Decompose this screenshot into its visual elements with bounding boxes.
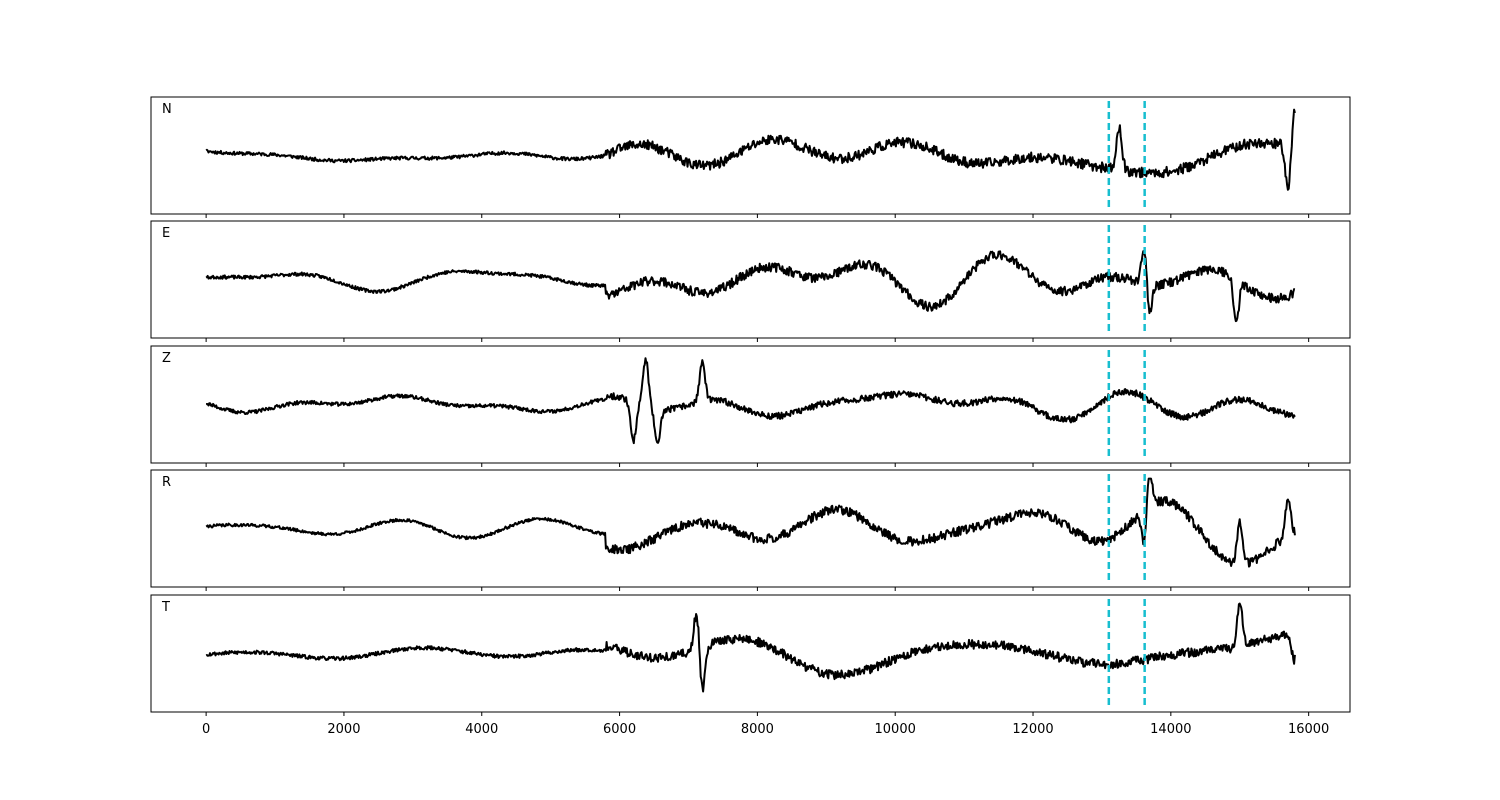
x-tick-label: 14000: [1150, 722, 1191, 737]
panel-label: R: [162, 475, 171, 490]
panel-t: T: [150, 594, 1351, 716]
panel-label: E: [162, 226, 170, 241]
panel-r: R: [150, 469, 1351, 591]
trace-r: [205, 477, 1296, 568]
trace-n: [205, 108, 1296, 191]
panel-frame: [150, 469, 1351, 588]
x-tick-label: 2000: [327, 722, 360, 737]
x-tick-label: 12000: [1012, 722, 1053, 737]
panel-label: Z: [162, 351, 171, 366]
x-tick-label: 16000: [1288, 722, 1329, 737]
panel-label: T: [161, 600, 170, 615]
panel-label: N: [162, 102, 172, 117]
panel-frame: [150, 594, 1351, 713]
panel-frame: [150, 220, 1351, 339]
panel-frame: [150, 96, 1351, 215]
x-tick-label: 4000: [465, 722, 498, 737]
x-tick-label: 8000: [741, 722, 774, 737]
x-axis: 0 2000 4000 6000 8000 10000 12000 14000 16000: [202, 722, 1329, 737]
panel-e: E: [150, 220, 1351, 342]
x-tick-label: 6000: [603, 722, 636, 737]
panel-n: N: [150, 96, 1351, 218]
x-tick-label: 0: [202, 722, 210, 737]
x-tick-label: 10000: [875, 722, 916, 737]
trace-t: [205, 602, 1296, 693]
panels-group: N E Z R T: [150, 96, 1351, 716]
trace-z: [205, 357, 1296, 445]
panel-z: Z: [150, 345, 1351, 467]
trace-e: [205, 249, 1296, 323]
